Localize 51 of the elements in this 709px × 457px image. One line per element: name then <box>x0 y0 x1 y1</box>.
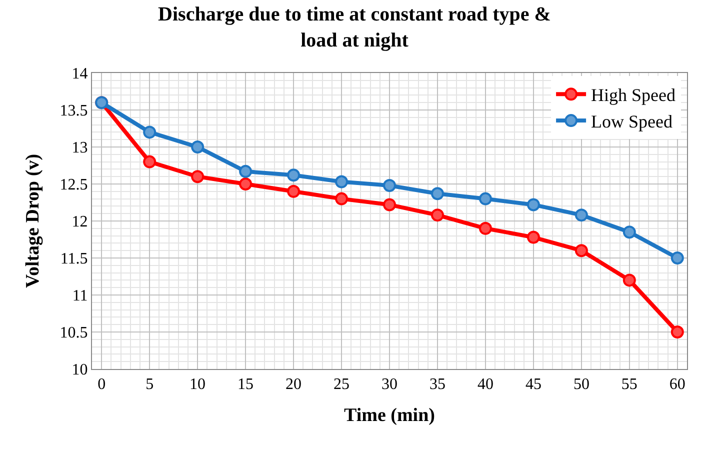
point <box>574 244 588 258</box>
legend-label: High Speed <box>591 85 676 106</box>
x-tick-label: 0 <box>98 376 106 394</box>
point <box>574 208 588 222</box>
y-tick-label: 13 <box>72 140 88 157</box>
point <box>335 175 348 188</box>
x-tick-label: 60 <box>669 376 686 394</box>
x-tick-label: 30 <box>382 376 398 394</box>
point <box>526 198 540 212</box>
x-tick-label: 50 <box>573 376 590 394</box>
point <box>143 155 156 168</box>
point <box>143 126 156 139</box>
point <box>239 178 252 190</box>
y-axis-title: Voltage Drop (v) <box>22 154 44 288</box>
x-tick-label: 55 <box>621 376 638 394</box>
point <box>622 226 636 239</box>
legend-label: Low Speed <box>591 112 673 132</box>
x-tick-label: 10 <box>190 376 206 394</box>
point <box>335 192 348 206</box>
y-tick-label: 10.5 <box>60 324 88 342</box>
point <box>430 208 444 222</box>
chart-title: Discharge due to time at constant road type & load at night <box>158 4 551 52</box>
point <box>670 326 684 338</box>
x-tick-label: 15 <box>238 376 254 394</box>
y-tick-label: 12.5 <box>60 176 88 194</box>
point <box>478 222 492 235</box>
x-tick-label: 20 <box>286 376 302 394</box>
point <box>239 164 252 178</box>
point <box>191 140 204 154</box>
x-tick-label: 35 <box>429 376 446 394</box>
point <box>191 170 204 184</box>
point <box>383 198 396 212</box>
point <box>622 274 636 287</box>
y-tick-label: 11 <box>72 288 88 305</box>
x-tick-label: 45 <box>525 376 542 394</box>
point <box>478 192 492 206</box>
point <box>430 187 444 200</box>
y-tick-label: 11.5 <box>60 250 88 268</box>
x-tick-label: 40 <box>477 376 494 394</box>
y-tick-label: 12 <box>72 214 88 231</box>
y-tick-label: 14 <box>72 66 88 83</box>
point <box>670 252 684 264</box>
y-tick-label: 10 <box>72 362 88 379</box>
point <box>287 168 300 182</box>
x-tick-label: 5 <box>146 376 154 394</box>
point <box>383 178 396 192</box>
point <box>287 184 300 198</box>
x-tick-label: 25 <box>334 376 350 394</box>
x-axis-title: Time (min) <box>344 405 435 426</box>
y-tick-label: 13.5 <box>60 102 88 120</box>
point <box>526 230 540 244</box>
